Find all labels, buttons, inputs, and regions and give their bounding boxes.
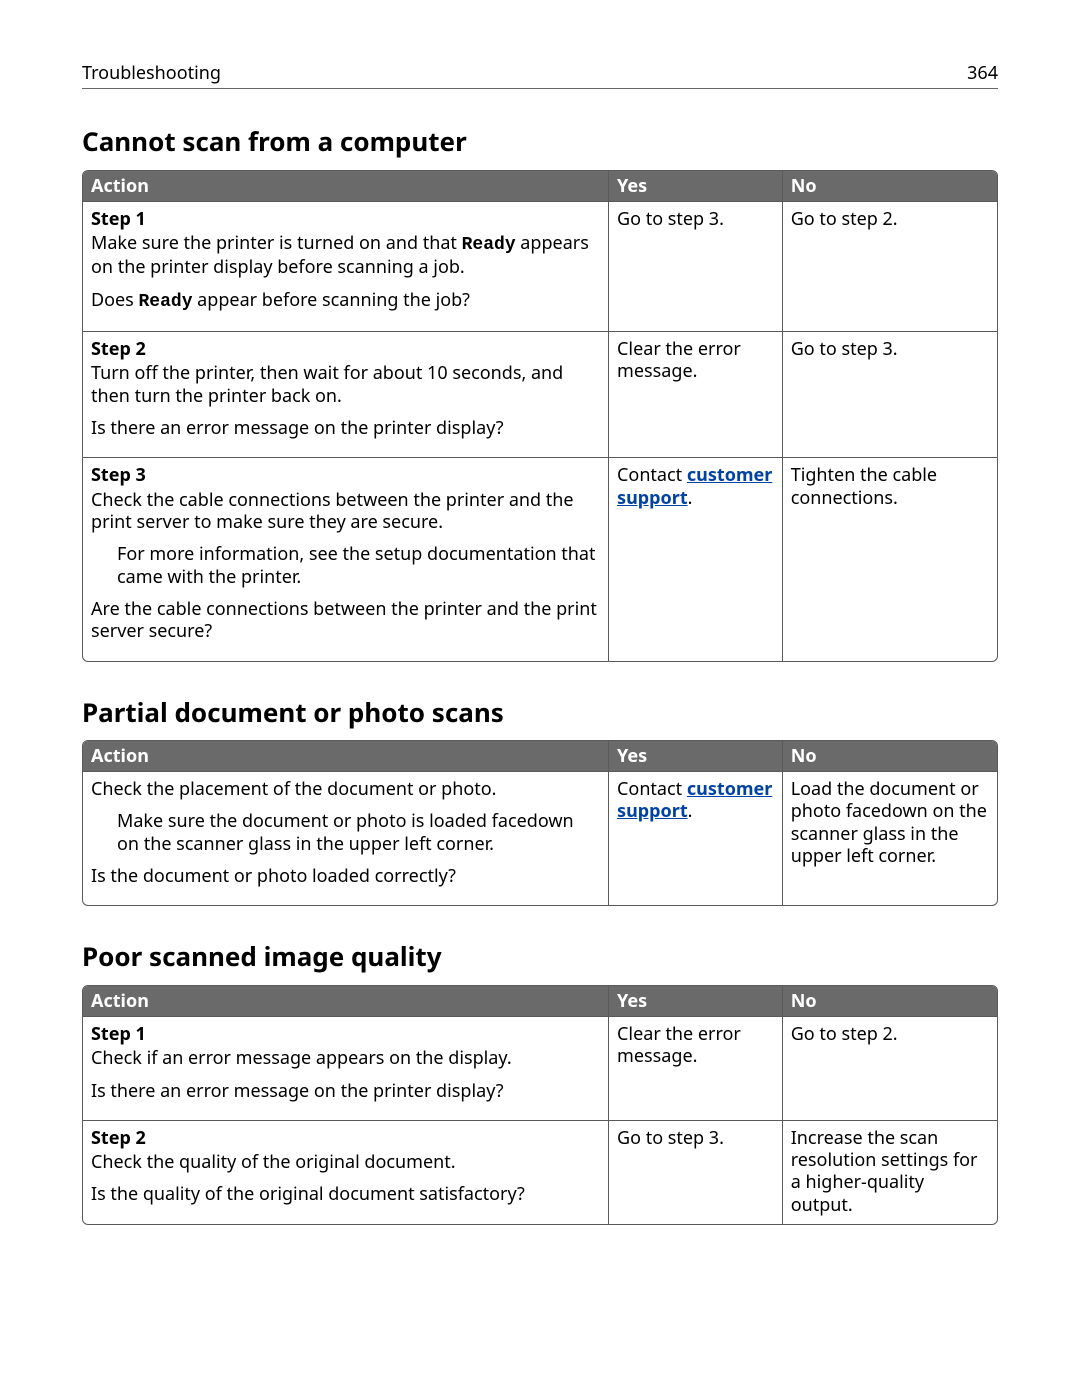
table-row: Step 1 Check if an error message appears… <box>83 1016 997 1120</box>
table-row: Step 2 Check the quality of the original… <box>83 1120 997 1224</box>
step-question: Is the document or photo loaded correctl… <box>91 865 600 887</box>
table-header-row: Action Yes No <box>83 171 997 202</box>
step-question: Is the quality of the original document … <box>91 1183 600 1205</box>
table-row: Step 2 Turn off the printer, then wait f… <box>83 332 997 458</box>
step-indent: For more information, see the setup docu… <box>117 543 600 588</box>
table-header-row: Action Yes No <box>83 741 997 772</box>
step-body: Make sure the printer is turned on and t… <box>91 232 600 279</box>
cell-action: Step 3 Check the cable connections betwe… <box>83 458 609 661</box>
cell-yes: Go to step 3. <box>609 201 783 331</box>
cell-no: Tighten the cable connections. <box>782 458 997 661</box>
table-cannot-scan: Action Yes No Step 1 Make sure the print… <box>82 170 998 662</box>
col-action: Action <box>83 986 609 1017</box>
running-header: Troubleshooting 364 <box>82 62 998 89</box>
section-poor-quality: Poor scanned image quality Action Yes No… <box>82 940 998 1225</box>
cell-yes: Contact customer support. <box>609 772 783 906</box>
section-title: Partial document or photo scans <box>82 696 998 728</box>
cell-no: Go to step 3. <box>782 332 997 458</box>
page-number: 364 <box>967 62 998 84</box>
col-no: No <box>782 986 997 1017</box>
col-no: No <box>782 741 997 772</box>
table-poor-quality: Action Yes No Step 1 Check if an error m… <box>82 985 998 1226</box>
table-row: Step 1 Make sure the printer is turned o… <box>83 201 997 331</box>
cell-yes: Go to step 3. <box>609 1120 783 1224</box>
col-yes: Yes <box>609 171 783 202</box>
cell-yes: Contact customer support. <box>609 458 783 661</box>
cell-no: Increase the scan resolution settings fo… <box>782 1120 997 1224</box>
table-row: Step 3 Check the cable connections betwe… <box>83 458 997 661</box>
step-label: Step 2 <box>91 1127 600 1149</box>
cell-yes: Clear the error message. <box>609 332 783 458</box>
step-body: Check if an error message appears on the… <box>91 1047 600 1069</box>
step-body: Turn off the printer, then wait for abou… <box>91 362 600 407</box>
running-section: Troubleshooting <box>82 62 221 84</box>
col-action: Action <box>83 171 609 202</box>
step-question: Are the cable connections between the pr… <box>91 598 600 643</box>
cell-action: Step 2 Check the quality of the original… <box>83 1120 609 1224</box>
step-label: Step 1 <box>91 208 600 230</box>
cell-action: Step 1 Make sure the printer is turned o… <box>83 201 609 331</box>
cell-action: Step 1 Check if an error message appears… <box>83 1016 609 1120</box>
step-question: Is there an error message on the printer… <box>91 1080 600 1102</box>
section-title: Cannot scan from a computer <box>82 125 998 157</box>
cell-no: Go to step 2. <box>782 201 997 331</box>
cell-action: Check the placement of the document or p… <box>83 772 609 906</box>
col-yes: Yes <box>609 741 783 772</box>
table-header-row: Action Yes No <box>83 986 997 1017</box>
step-label: Step 3 <box>91 464 600 486</box>
col-action: Action <box>83 741 609 772</box>
table-partial-scans: Action Yes No Check the placement of the… <box>82 740 998 907</box>
cell-no: Load the document or photo facedown on t… <box>782 772 997 906</box>
step-indent: Make sure the document or photo is loade… <box>117 810 600 855</box>
section-partial-scans: Partial document or photo scans Action Y… <box>82 696 998 907</box>
step-body: Check the cable connections between the … <box>91 489 600 534</box>
section-cannot-scan: Cannot scan from a computer Action Yes N… <box>82 125 998 661</box>
step-label: Step 1 <box>91 1023 600 1045</box>
col-yes: Yes <box>609 986 783 1017</box>
cell-no: Go to step 2. <box>782 1016 997 1120</box>
step-question: Does Ready appear before scanning the jo… <box>91 289 600 313</box>
step-body: Check the quality of the original docume… <box>91 1151 600 1173</box>
section-title: Poor scanned image quality <box>82 940 998 972</box>
cell-yes: Clear the error message. <box>609 1016 783 1120</box>
col-no: No <box>782 171 997 202</box>
table-row: Check the placement of the document or p… <box>83 772 997 906</box>
step-body: Check the placement of the document or p… <box>91 778 600 800</box>
step-question: Is there an error message on the printer… <box>91 417 600 439</box>
cell-action: Step 2 Turn off the printer, then wait f… <box>83 332 609 458</box>
step-label: Step 2 <box>91 338 600 360</box>
